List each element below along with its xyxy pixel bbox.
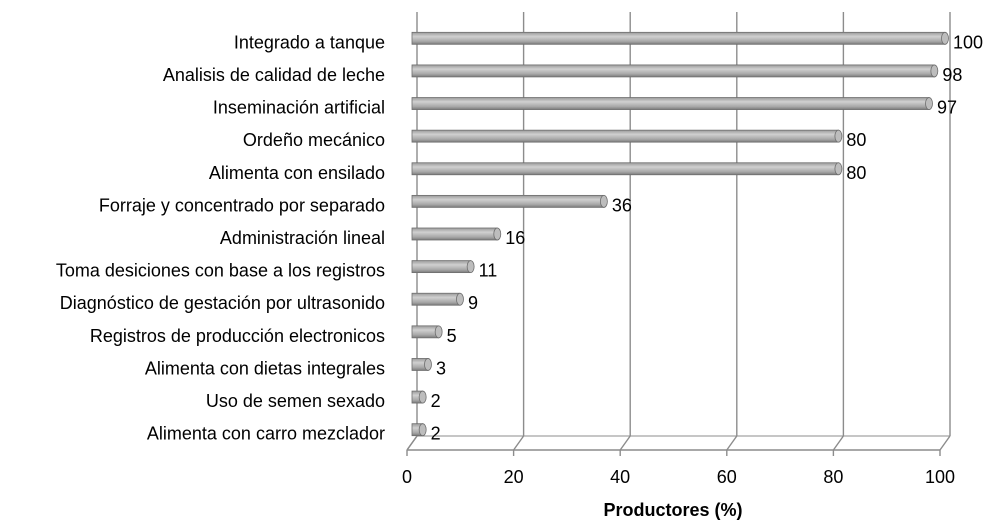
x-axis-title: Productores (%) [603, 500, 742, 520]
bar [411, 194, 605, 208]
x-tick-label: 40 [610, 467, 630, 487]
value-label: 100 [953, 32, 983, 52]
category-label: Alimenta con carro mezclador [147, 424, 385, 444]
category-label: Registros de producción electronicos [90, 326, 385, 346]
bar [411, 227, 498, 241]
gridline-floor [832, 435, 844, 451]
value-label: 9 [468, 293, 478, 313]
value-label: 36 [612, 195, 632, 215]
value-label: 2 [431, 391, 441, 411]
bar [411, 162, 839, 176]
bar [411, 97, 930, 110]
bar-end-cap [599, 194, 608, 208]
gridline-floor [726, 435, 738, 451]
bar-end-cap [834, 129, 843, 143]
gridline-floor [406, 435, 418, 451]
bar [411, 129, 839, 143]
bar [411, 64, 935, 78]
bar-end-cap [925, 97, 933, 110]
gridline-floor [619, 435, 631, 451]
x-tick-label: 100 [925, 467, 955, 487]
value-label: 80 [846, 163, 866, 183]
bar-end-cap [834, 162, 843, 176]
value-label: 16 [505, 228, 525, 248]
gridline-floor [513, 435, 525, 451]
grid-lines [406, 12, 951, 451]
bar [411, 325, 440, 339]
value-label: 97 [937, 98, 957, 118]
bar-end-cap [434, 325, 443, 339]
category-label: Integrado a tanque [234, 32, 385, 52]
bar-end-cap [941, 31, 949, 45]
category-label: Ordeño mecánico [243, 130, 385, 150]
x-tick-label: 20 [504, 467, 524, 487]
value-label: 2 [431, 424, 441, 444]
bar-end-cap [418, 423, 427, 437]
category-label: Alimenta con ensilado [209, 163, 385, 183]
category-label: Toma desiciones con base a los registros [56, 261, 385, 281]
bar-end-cap [424, 358, 432, 371]
x-axis: 0 20 40 60 80 100 [402, 450, 955, 487]
x-tick-label: 60 [717, 467, 737, 487]
value-label: 11 [479, 261, 498, 281]
bar [411, 31, 946, 45]
bar-end-cap [930, 64, 939, 78]
bar [411, 292, 461, 306]
category-label: Inseminación artificial [213, 98, 385, 118]
value-label: 98 [942, 65, 962, 85]
category-label: Diagnóstico de gestación por ultrasonido [60, 293, 385, 313]
bar-end-cap [418, 390, 427, 404]
category-label: Uso de semen sexado [206, 391, 385, 411]
bar-end-cap [456, 292, 464, 306]
category-label: Administración lineal [220, 228, 385, 248]
category-label: Alimenta con dietas integrales [145, 358, 385, 378]
value-label: 3 [436, 358, 446, 378]
category-labels: Integrado a tanque Analisis de calidad de… [56, 32, 385, 443]
x-tick-label: 0 [402, 467, 412, 487]
bar [411, 260, 472, 274]
category-label: Forraje y concentrado por separado [99, 195, 385, 215]
bar-end-cap [466, 260, 475, 274]
category-label: Analisis de calidad de leche [163, 65, 385, 85]
x-tick-label: 80 [823, 467, 843, 487]
bars [411, 31, 949, 437]
value-label: 80 [846, 130, 866, 150]
value-label: 5 [447, 326, 457, 346]
bar-end-cap [493, 227, 502, 241]
gridline-floor [939, 435, 951, 451]
